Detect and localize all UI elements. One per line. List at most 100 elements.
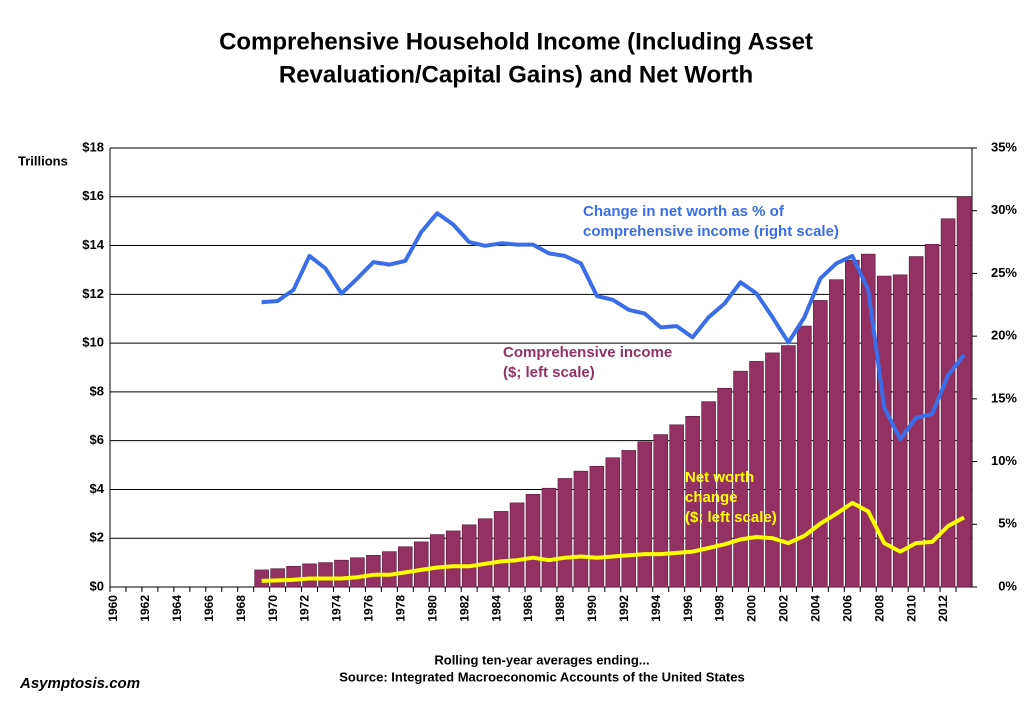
bar	[589, 465, 605, 588]
bar	[829, 279, 844, 588]
x-tick-label: 1998	[713, 595, 727, 622]
bar	[605, 457, 621, 588]
x-tick-label: 1980	[425, 595, 439, 622]
bar	[382, 551, 397, 588]
y2-tick-label: 5%	[998, 516, 1017, 531]
x-tick-label: 2002	[777, 595, 791, 622]
bar	[557, 478, 573, 588]
chart-title: Revaluation/Capital Gains) and Net Worth	[279, 61, 753, 88]
series-label: Change in net worth as % of	[583, 203, 785, 220]
bar	[685, 415, 700, 588]
bar	[429, 534, 445, 588]
y-tick-label: $16	[82, 188, 104, 203]
bar	[733, 370, 748, 588]
bar	[350, 557, 365, 588]
x-tick-label: 1968	[234, 595, 248, 622]
x-tick-label: 1982	[457, 595, 471, 622]
bar	[669, 424, 684, 588]
bar	[797, 325, 812, 588]
bar	[541, 487, 557, 588]
y2-tick-label: 30%	[991, 202, 1017, 217]
y2-tick-label: 0%	[998, 578, 1017, 593]
x-tick-label: 2000	[745, 595, 759, 622]
x-tick-label: 1992	[617, 595, 631, 622]
y-axis-label: Trillions	[18, 153, 68, 168]
series-label: comprehensive income (right scale)	[583, 223, 839, 240]
x-tick-label: 1984	[489, 595, 503, 622]
bar	[908, 256, 924, 588]
y-tick-label: $12	[82, 286, 104, 301]
series-label: ($; left scale)	[685, 509, 777, 526]
bar	[653, 434, 669, 588]
y-tick-label: $10	[82, 335, 104, 350]
y-tick-label: $14	[82, 237, 104, 252]
bar	[270, 568, 285, 588]
x-axis-label: Rolling ten-year averages ending...	[434, 652, 649, 667]
bar	[844, 259, 860, 588]
x-tick-label: 1996	[681, 595, 695, 622]
x-tick-label: 2012	[936, 595, 950, 622]
bar	[749, 361, 764, 588]
y2-tick-label: 25%	[991, 265, 1017, 280]
line	[261, 211, 966, 441]
y2-tick-label: 15%	[991, 390, 1017, 405]
bar	[286, 565, 301, 588]
bar	[254, 569, 269, 588]
source: Source: Integrated Macroeconomic Account…	[339, 669, 744, 684]
x-tick-label: 1988	[553, 595, 567, 622]
x-tick-label: 1978	[393, 595, 407, 622]
bar	[302, 563, 317, 588]
series-label: ($; left scale)	[503, 364, 595, 381]
x-tick-label: 1970	[266, 595, 280, 622]
x-tick-label: 1960	[106, 595, 120, 622]
bar	[334, 559, 349, 588]
bar	[717, 387, 732, 588]
y-tick-label: $4	[90, 481, 105, 496]
y-tick-label: $8	[90, 383, 104, 398]
y-tick-label: $2	[90, 530, 104, 545]
bar	[573, 470, 589, 588]
y-tick-label: $6	[90, 432, 104, 447]
bar	[398, 546, 413, 588]
x-tick-label: 2010	[904, 595, 918, 622]
bar	[876, 275, 892, 588]
series-label: change	[685, 489, 738, 506]
bar	[318, 562, 333, 588]
series-label: Comprehensive income	[503, 344, 672, 361]
chart-title: Comprehensive Household Income (Includin…	[219, 28, 813, 55]
bar	[366, 554, 381, 588]
x-tick-label: 1994	[649, 595, 663, 622]
x-tick-label: 2004	[809, 595, 823, 622]
x-tick-label: 2006	[840, 595, 854, 622]
bar	[413, 541, 429, 588]
series-label: Net worth	[685, 469, 754, 486]
y-tick-label: $0	[90, 578, 104, 593]
x-tick-label: 1986	[521, 595, 535, 622]
x-tick-label: 1972	[298, 595, 312, 622]
bar	[445, 530, 461, 588]
line	[261, 500, 965, 583]
bar	[621, 450, 637, 588]
y2-tick-label: 20%	[991, 328, 1017, 343]
bar	[461, 524, 477, 588]
bar	[813, 300, 828, 588]
x-tick-label: 1974	[330, 595, 344, 622]
y2-tick-label: 10%	[991, 453, 1017, 468]
x-tick-label: 1976	[362, 595, 376, 622]
x-tick-label: 1990	[585, 595, 599, 622]
bar	[956, 196, 972, 588]
bar	[477, 518, 493, 588]
y2-tick-label: 35%	[991, 139, 1017, 154]
bar	[765, 352, 780, 588]
bar	[701, 401, 716, 588]
bar	[509, 502, 525, 588]
credit: Asymptosis.com	[19, 675, 140, 692]
bar	[940, 218, 956, 588]
x-tick-label: 2008	[872, 595, 886, 622]
bar	[860, 253, 876, 588]
x-tick-label: 1966	[202, 595, 216, 622]
x-tick-label: 1962	[138, 595, 152, 622]
y-tick-label: $18	[82, 139, 104, 154]
x-tick-label: 1964	[170, 595, 184, 622]
